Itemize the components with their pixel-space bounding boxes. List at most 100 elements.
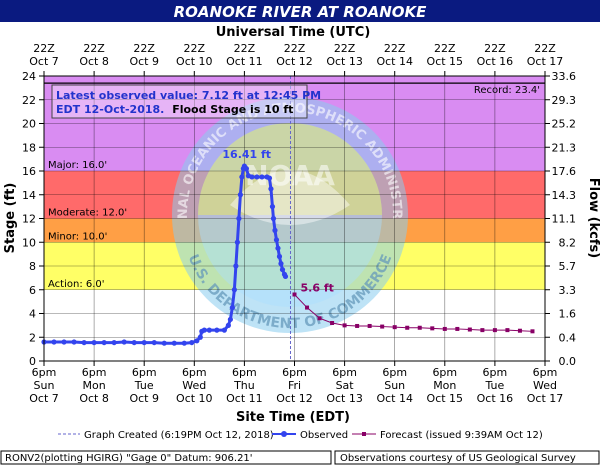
category-label-minor: Minor: 10.0' [48,231,107,242]
observed-point [279,266,286,273]
x-tick-label-utc: 22Z [33,42,55,55]
observed-point [171,340,177,346]
latest-value-date: EDT 12-Oct-2018. [56,103,164,116]
observed-point [225,322,231,328]
y-tick-label-left: 2 [29,331,36,344]
x-tick-label-utc-date: Oct 15 [427,55,464,68]
observed-point [275,245,281,251]
x-tick-label-date: Oct 17 [527,392,564,405]
observed-point [201,327,207,333]
y-tick-label-left: 18 [22,141,36,154]
observed-point [121,339,127,345]
observed-point [243,166,250,172]
x-tick-label-utc: 22Z [384,42,406,55]
legend-created-label: Graph Created (6:19PM Oct 12, 2018) [84,430,274,441]
forecast-point [405,325,410,330]
x-tick-label-time: 6pm [332,366,357,379]
x-tick-label-utc-date: Oct 13 [326,55,363,68]
x-tick-label-day: Wed [182,379,206,392]
observed-point [189,339,195,346]
x-tick-label-utc: 22Z [284,42,306,55]
legend-forecast-label: Forecast (issued 9:39AM Oct 12) [380,430,543,441]
x-tick-label-time: 6pm [432,366,457,379]
y-tick-label-right: 14.3 [552,189,577,202]
x-tick-label-time: 6pm [82,366,107,379]
category-label-action: Action: 6.0' [48,279,105,290]
x-tick-label-day: Fri [288,379,301,392]
forecast-point [380,324,385,329]
x-tick-label-utc: 22Z [484,42,506,55]
y-tick-label-left: 22 [22,94,36,107]
forecast-point [417,325,422,330]
x-tick-label-time: 6pm [382,366,407,379]
observed-point [194,338,200,344]
observed-point [229,304,235,311]
observed-point [227,316,233,323]
observed-point [269,204,276,210]
category-label-moderate: Moderate: 12.0' [48,208,127,219]
footer-left-text: RONV2(plotting HGIRG) "Gage 0" Datum: 90… [5,453,253,464]
x-tick-label-day: Thu [233,379,255,392]
y-tick-label-right: 29.3 [552,94,577,107]
x-tick-label-utc-date: Oct 14 [376,55,413,68]
y-tick-label-left: 6 [29,284,36,297]
x-tick-label-time: 6pm [533,366,558,379]
forecast-start-label: 5.6 ft [301,282,334,295]
x-tick-label-utc-date: Oct 11 [226,55,263,68]
observed-point [254,174,260,180]
forecast-point [317,316,322,321]
observed-point [249,174,255,180]
observed-point [214,327,220,333]
latest-value-box: Latest observed value: 7.12 ft at 12:45 … [51,84,321,119]
y-tick-label-left: 10 [22,236,36,249]
x-tick-label-date: Oct 16 [477,392,514,405]
svg-text:EDT 12-Oct-2018. Flood S: EDT 12-Oct-2018. Flood Stage is 10 ft [56,103,293,116]
footer-left-box [0,450,332,465]
y-tick-label-right: 1.6 [559,308,577,321]
flood-stage-note: Flood Stage is 10 ft [172,103,293,116]
observed-point [206,327,212,333]
x-tick-label-date: Oct 10 [176,392,213,405]
observed-point [131,339,137,346]
forecast-point [367,323,372,328]
observed-point [282,273,289,280]
forecast-point [330,321,335,325]
observed-point [237,192,243,198]
observed-point [233,263,239,269]
top-axis-title: Universal Time (UTC) [216,25,371,40]
forecast-point [505,328,510,333]
y-tick-label-left: 8 [29,260,36,273]
y-tick-label-right: 3.3 [559,284,577,297]
legend: Graph Created (6:19PM Oct 12, 2018) Obse… [58,430,543,441]
observed-point [278,261,284,267]
x-tick-label-utc: 22Z [133,42,155,55]
observed-point [101,339,107,346]
footer-right-text: Observations courtesy of US Geological S… [340,453,576,464]
legend-forecast-marker [362,432,366,436]
y-tick-label-right: 0.0 [559,355,577,368]
bottom-axis-title: Site Time (EDT) [236,410,350,425]
observed-point [91,339,97,346]
x-tick-label-utc: 22Z [184,42,206,55]
x-tick-label-utc: 22Z [334,42,356,55]
x-tick-label-utc-date: Oct 9 [129,55,159,68]
y-tick-label-right: 11.1 [552,213,577,226]
forecast-point [480,328,485,333]
y-tick-label-right: 21.3 [552,141,577,154]
y-tick-label-right: 25.2 [552,118,577,131]
observed-point [234,239,240,245]
observed-point [273,237,280,243]
x-tick-label-utc-date: Oct 12 [276,55,313,68]
x-tick-label-utc: 22Z [434,42,456,55]
x-tick-label-utc-date: Oct 8 [79,55,109,68]
forecast-point [305,305,310,310]
x-tick-label-date: Oct 8 [79,392,109,405]
forecast-point [455,326,460,331]
flood-category-labels: Major: 16.0' Moderate: 12.0' Minor: 10.0' A… [48,160,127,290]
observed-point [239,174,245,180]
x-tick-label-day: Mon [82,379,105,392]
title-bar [0,0,600,22]
x-tick-label-utc-date: Oct 10 [176,55,213,68]
x-tick-label-utc: 22Z [83,42,105,55]
